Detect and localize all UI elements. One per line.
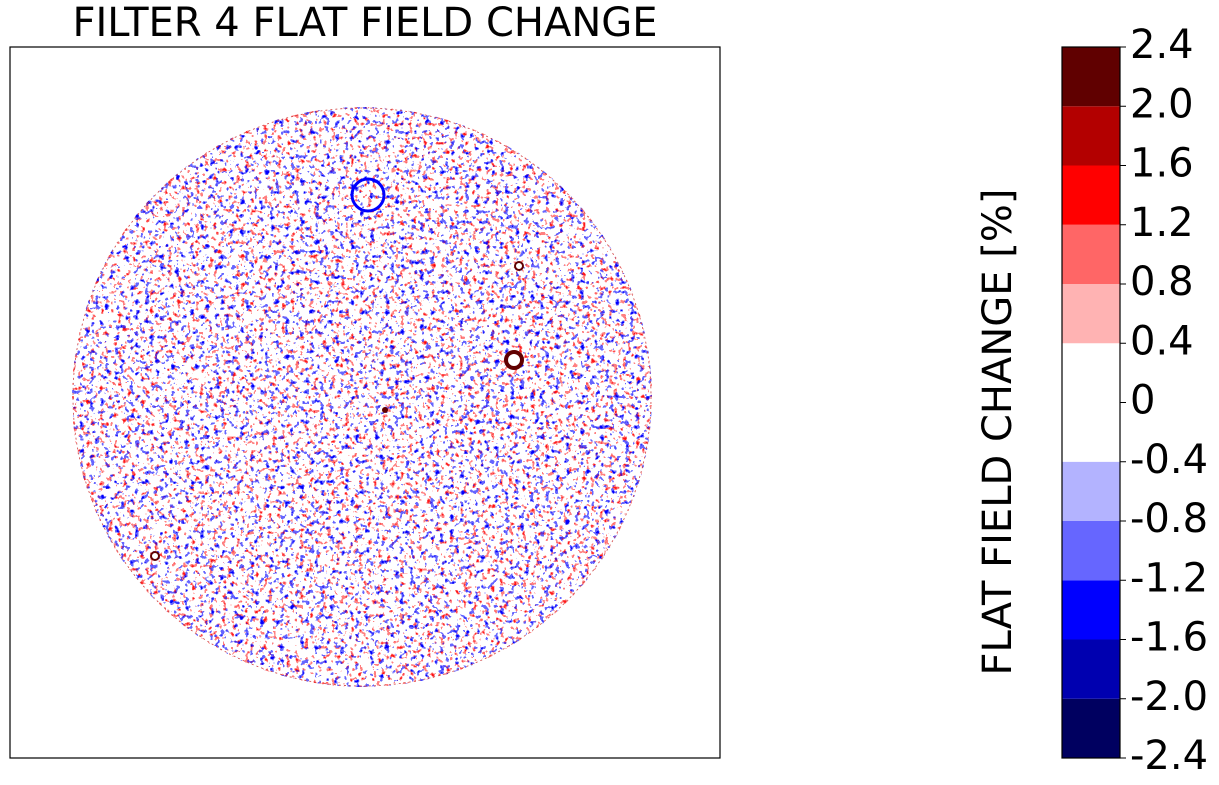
colorbar-segment (1062, 639, 1120, 699)
colorbar-tick-label: -0.4 (1130, 437, 1208, 483)
dust-spot (150, 551, 160, 561)
chart-title: FILTER 4 FLAT FIELD CHANGE (72, 0, 657, 46)
colorbar-label: FLAT FIELD CHANGE [%] (975, 189, 1021, 676)
colorbar-tick-label: -2.4 (1130, 733, 1208, 779)
colorbar: -2.4 -2.0 -1.6 -1.2 -0.8 -0.4 0 0.4 0.8 1.2 1.6 2.0… (1061, 22, 1208, 779)
colorbar-tick-label: -0.8 (1130, 496, 1208, 542)
colorbar-segment (1062, 521, 1120, 581)
negative-speckle (72, 107, 652, 687)
image-panel (9, 46, 721, 759)
colorbar-segment (1062, 47, 1120, 107)
flat-field-disk (72, 107, 652, 687)
image-frame (9, 46, 721, 759)
colorbar-tick-label: 2.4 (1130, 22, 1194, 68)
colorbar-tick-label: 2.0 (1130, 81, 1194, 127)
colorbar-segment (1062, 284, 1120, 344)
colorbar-segment (1062, 165, 1120, 225)
colorbar-segment (1062, 224, 1120, 284)
colorbar-segment (1062, 106, 1120, 166)
colorbar-segment (1062, 580, 1120, 640)
colorbar-segment (1062, 402, 1120, 462)
colorbar-tick-label: 0.8 (1130, 259, 1194, 305)
dust-spot (514, 261, 524, 271)
colorbar-segment (1062, 343, 1120, 403)
dust-spot (382, 407, 388, 413)
colorbar-tick-label: 0.4 (1130, 318, 1194, 364)
colorbar-segment (1062, 698, 1120, 758)
colorbar-segment (1062, 461, 1120, 521)
colorbar-tick-label: -1.2 (1130, 555, 1208, 601)
colorbar-tick-label: 0 (1130, 378, 1155, 424)
dust-ring (350, 177, 386, 213)
colorbar-tick-label: 1.6 (1130, 141, 1194, 187)
colorbar-tick-label: -2.0 (1130, 674, 1208, 720)
dust-spot (504, 350, 524, 370)
colorbar-tick-label: 1.2 (1130, 200, 1194, 246)
disk-edge (72, 107, 652, 687)
colorbar-tick-label: -1.6 (1130, 615, 1208, 661)
